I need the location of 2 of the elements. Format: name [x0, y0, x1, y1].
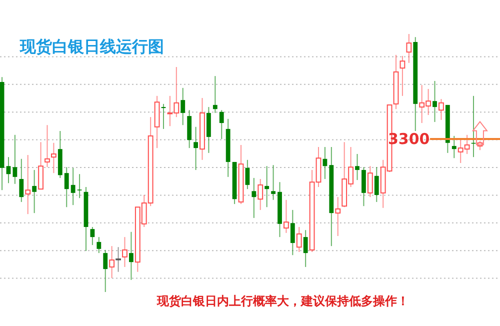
chart-title: 现货白银日线运行图	[19, 37, 164, 56]
text: 现货白银日内上行概率大，建议保持低多操作！	[156, 294, 409, 308]
